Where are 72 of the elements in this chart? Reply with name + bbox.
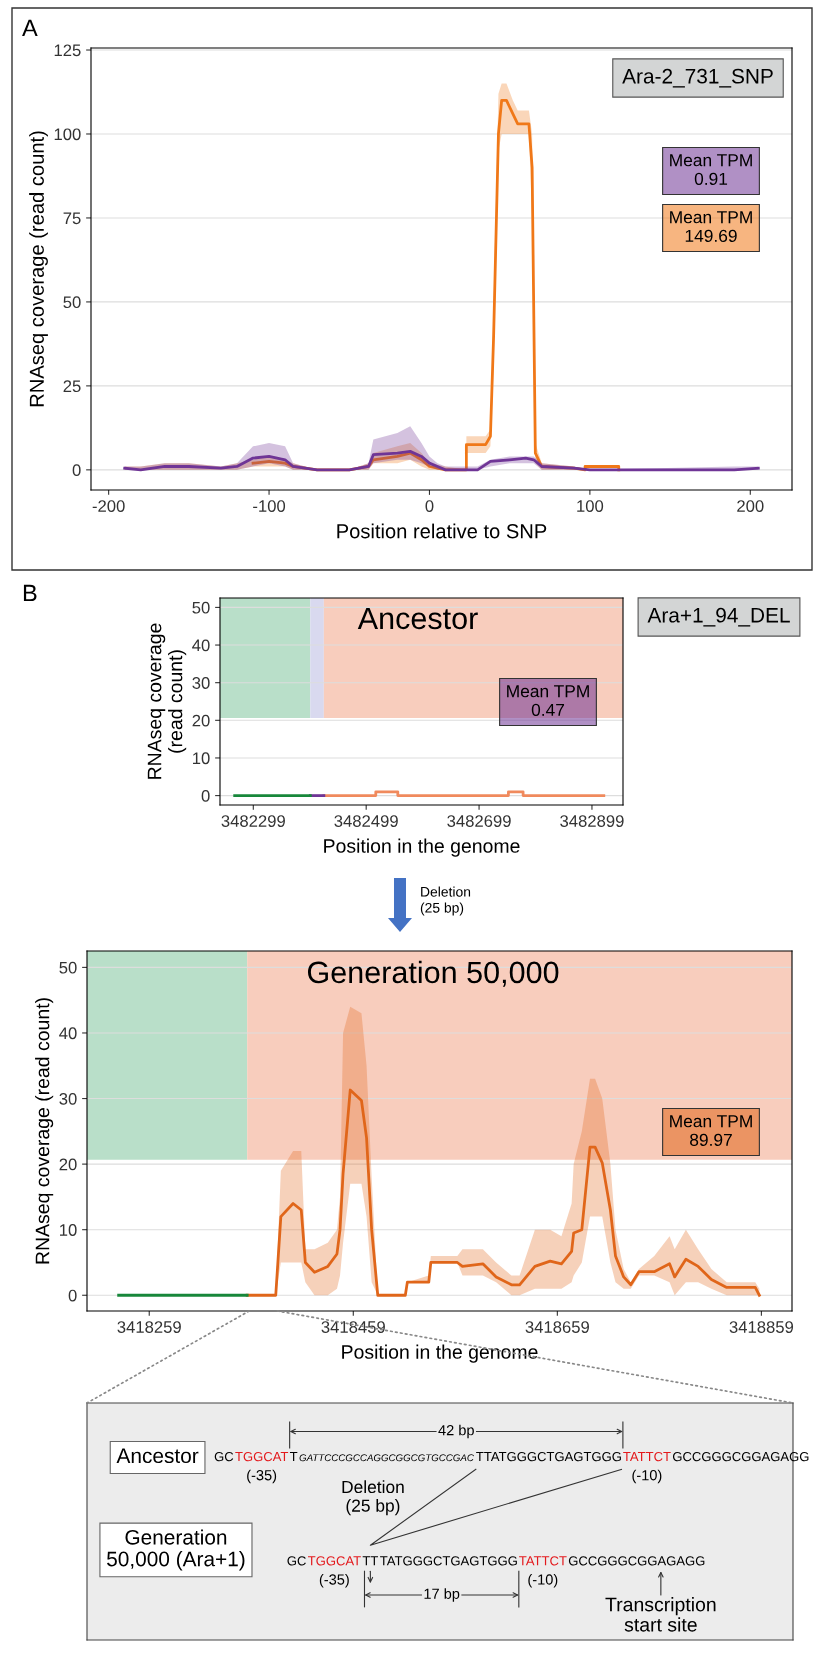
y-axis-title: RNAseq coverage (read count) bbox=[147, 623, 187, 779]
y-tick-label: 20 bbox=[59, 1158, 77, 1171]
y-tick-label: 10 bbox=[193, 752, 210, 765]
text: TATTCT bbox=[519, 1556, 567, 1566]
y-tick-label: 30 bbox=[59, 1092, 77, 1105]
text: B bbox=[23, 584, 37, 602]
y-tick-label: 50 bbox=[63, 296, 81, 309]
y-tick-label: 40 bbox=[59, 1027, 77, 1040]
x-tick-label: 3418259 bbox=[117, 1321, 181, 1333]
text: Mean TPM 0.47 bbox=[507, 685, 589, 717]
text: TGGCAT bbox=[308, 1556, 361, 1566]
text: A bbox=[22, 19, 38, 37]
x-tick-label: -200 bbox=[92, 500, 125, 512]
x-tick-label: 0 bbox=[425, 500, 434, 512]
text: Transcription start site bbox=[605, 1597, 716, 1632]
text: GCCGGGCGGAGAGG bbox=[568, 1556, 705, 1566]
text: Ancestor bbox=[116, 1448, 199, 1464]
chart-title: Ancestor bbox=[357, 607, 478, 630]
x-axis-title: Position in the genome bbox=[324, 838, 520, 857]
text: 17 bp bbox=[424, 1588, 460, 1602]
text: TATTCT bbox=[623, 1451, 671, 1462]
chart-title: Generation 50,000 bbox=[307, 960, 559, 987]
text: (-35) bbox=[247, 1469, 277, 1484]
y-tick-label: 10 bbox=[60, 1224, 77, 1236]
x-tick-label: 3482899 bbox=[560, 815, 624, 827]
y-tick-label: 50 bbox=[192, 601, 210, 614]
x-tick-label: 200 bbox=[737, 500, 764, 512]
y-axis-title: RNAseq coverage (read count) bbox=[29, 131, 48, 407]
x-tick-label: -100 bbox=[253, 500, 286, 512]
x-tick-label: 3418459 bbox=[321, 1321, 385, 1333]
text: TGGCAT bbox=[235, 1451, 289, 1462]
y-tick-label: 100 bbox=[54, 128, 81, 141]
text: GC bbox=[287, 1556, 306, 1566]
text: Mean TPM 89.97 bbox=[670, 1115, 752, 1147]
text: (-10) bbox=[632, 1469, 662, 1484]
text: T bbox=[289, 1452, 298, 1462]
text: (-10) bbox=[528, 1573, 558, 1588]
x-tick-label: 3418659 bbox=[525, 1321, 589, 1333]
text: 42 bp bbox=[438, 1424, 474, 1439]
text: Generation 50,000 (Ara+1) bbox=[107, 1529, 245, 1571]
annotation: Ara-2_731_SNP bbox=[622, 68, 773, 88]
y-tick-label: 0 bbox=[201, 789, 210, 802]
text: GCCGGGCGGAGAGG bbox=[672, 1451, 809, 1462]
text: Deletion (25 bp) bbox=[342, 1480, 404, 1516]
y-tick-label: 0 bbox=[68, 1289, 77, 1302]
y-tick-label: 50 bbox=[59, 961, 77, 974]
y-tick-label: 125 bbox=[54, 44, 81, 57]
x-axis-title: Position in the genome bbox=[342, 1344, 538, 1363]
y-axis-title: RNAseq coverage (read count) bbox=[35, 998, 54, 1264]
y-tick-label: 40 bbox=[192, 639, 210, 652]
y-tick-label: 25 bbox=[63, 380, 81, 393]
y-tick-label: 20 bbox=[192, 714, 210, 727]
text: Mean TPM 149.69 bbox=[670, 211, 752, 243]
x-tick-label: 3482299 bbox=[221, 815, 285, 827]
text: TTATGGGCTGAGTGGG bbox=[476, 1451, 621, 1462]
line-series bbox=[123, 449, 760, 472]
x-tick-label: 3418859 bbox=[729, 1321, 794, 1333]
x-tick-label: 3482499 bbox=[334, 815, 398, 827]
text: Mean TPM 0.91 bbox=[670, 154, 752, 186]
text: GC bbox=[214, 1451, 234, 1462]
text: GATTCCCGCCAGGCGGCGTGCCGAC bbox=[299, 1454, 474, 1462]
text: Ara+1_94_DEL bbox=[647, 607, 790, 627]
text: (-35) bbox=[319, 1573, 349, 1588]
x-tick-label: 100 bbox=[577, 500, 604, 512]
y-tick-label: 75 bbox=[63, 212, 81, 225]
x-tick-label: 3482699 bbox=[447, 815, 511, 827]
x-axis-title: Position relative to SNP bbox=[337, 523, 547, 539]
y-tick-label: 0 bbox=[72, 464, 81, 477]
text: TATGGGCTGAGTGGG bbox=[380, 1556, 517, 1566]
y-tick-label: 30 bbox=[192, 677, 210, 689]
text: Deletion (25 bp) bbox=[420, 886, 471, 916]
text: TT bbox=[362, 1556, 379, 1566]
